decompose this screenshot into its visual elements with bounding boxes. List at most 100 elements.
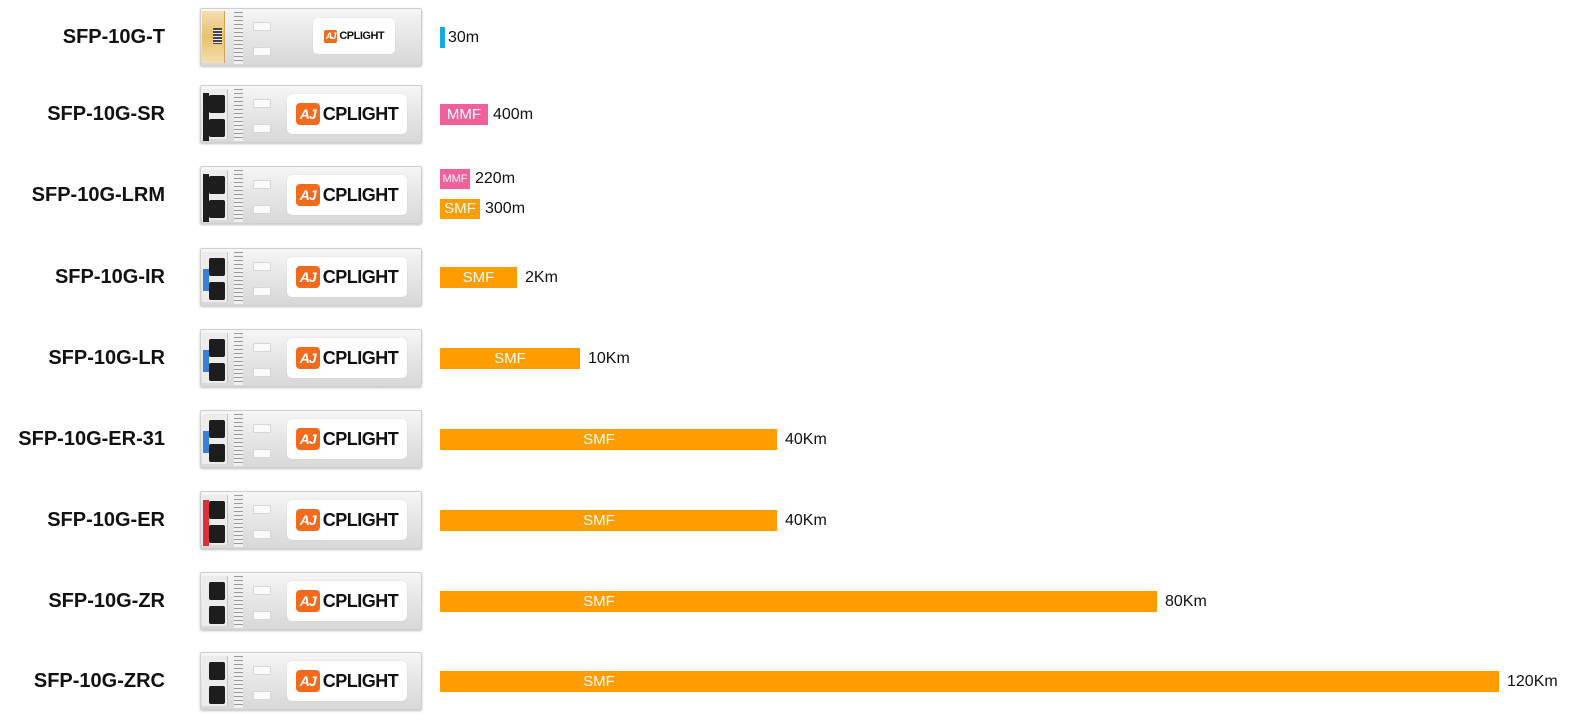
- vent-mark: [253, 124, 271, 133]
- distance-label: 80Km: [1165, 593, 1207, 610]
- brand-logo: AJ CPLIGHT: [287, 661, 407, 701]
- brand-logo: AJ CPLIGHT: [313, 18, 395, 54]
- brand-logo-text: CPLIGHT: [322, 670, 399, 691]
- reach-bar: SMF: [440, 671, 1499, 692]
- heatsink-fins: [234, 414, 243, 466]
- chart-row: SFP-10G-IR AJ CPLIGHT SMF 2Km: [0, 244, 1591, 310]
- transceiver-module-image: AJ CPLIGHT: [200, 572, 422, 630]
- chart-row: SFP-10G-ZR AJ CPLIGHT SMF 80Km: [0, 568, 1591, 634]
- chart-row: SFP-10G-ER-31 AJ CPLIGHT SMF 40Km: [0, 406, 1591, 472]
- brand-logo-mark: AJ: [295, 509, 320, 531]
- latch-icon: [203, 269, 209, 291]
- rj45-port-icon: [202, 11, 225, 63]
- model-label: SFP-10G-ZR: [48, 590, 165, 612]
- bar-medium-label: SMF: [494, 350, 526, 367]
- distance-label: 30m: [448, 29, 480, 46]
- distance-label: 120Km: [1507, 673, 1558, 690]
- brand-logo-text: CPLIGHT: [322, 590, 399, 611]
- lc-slot: [209, 662, 225, 680]
- model-label: SFP-10G-LRM: [31, 184, 165, 206]
- bar-medium-label: SMF: [444, 200, 476, 217]
- brand-logo-mark: AJ: [295, 266, 320, 288]
- brand-logo-mark: AJ: [323, 29, 338, 43]
- latch-icon: [203, 431, 209, 453]
- latch-icon: [203, 593, 209, 615]
- brand-logo-mark: AJ: [295, 670, 320, 692]
- lc-port-icon: [202, 495, 228, 546]
- lc-slot: [209, 176, 225, 194]
- reach-bar: SMF: [440, 348, 580, 369]
- brand-logo: AJ CPLIGHT: [287, 175, 407, 215]
- reach-bar: SMF: [440, 510, 777, 531]
- lc-port-icon: [202, 89, 228, 141]
- lc-slot: [209, 363, 225, 381]
- vent-mark: [253, 449, 271, 458]
- bar-medium-label: SMF: [583, 431, 615, 448]
- lc-port-icon: [202, 414, 228, 464]
- chart-row: SFP-10G-LR AJ CPLIGHT SMF 10Km: [0, 325, 1591, 391]
- brand-logo: AJ CPLIGHT: [287, 419, 407, 459]
- vent-mark: [253, 505, 271, 514]
- lc-slot: [209, 525, 225, 543]
- vent-mark: [253, 287, 271, 296]
- lc-slot: [209, 444, 225, 462]
- brand-logo-text: CPLIGHT: [322, 509, 399, 530]
- transceiver-module-image: AJ CPLIGHT: [200, 491, 422, 549]
- bar-medium-label: MMF: [442, 173, 468, 185]
- reach-bar: SMF: [440, 199, 480, 219]
- lc-slot: [209, 606, 225, 624]
- brand-logo-text: CPLIGHT: [322, 428, 399, 449]
- brand-logo-text: CPLIGHT: [322, 103, 399, 124]
- chart-row: SFP-10G-ZRC AJ CPLIGHT SMF 120Km: [0, 648, 1591, 714]
- transceiver-module-image: AJ CPLIGHT: [200, 329, 422, 387]
- lc-slot: [209, 282, 225, 300]
- chart-row: SFP-10G-LRM AJ CPLIGHT MMF 220m SMF 300m: [0, 162, 1591, 228]
- lc-slot: [209, 501, 225, 519]
- chart-row: SFP-10G-T AJ CPLIGHT 30m: [0, 4, 1591, 70]
- vent-mark: [253, 424, 271, 433]
- brand-logo: AJ CPLIGHT: [287, 581, 407, 621]
- model-label: SFP-10G-IR: [54, 266, 165, 288]
- lc-port-icon: [202, 576, 228, 626]
- lc-slot: [209, 258, 225, 276]
- heatsink-fins: [234, 12, 243, 64]
- transceiver-module-image: AJ CPLIGHT: [200, 8, 422, 66]
- model-label: SFP-10G-SR: [47, 103, 165, 125]
- transceiver-module-image: AJ CPLIGHT: [200, 248, 422, 306]
- lc-port-icon: [202, 252, 228, 302]
- distance-label: 300m: [485, 200, 526, 217]
- lc-port-icon: [202, 333, 228, 383]
- lc-slot: [209, 119, 225, 137]
- distance-label: 10Km: [588, 350, 630, 367]
- latch-icon: [203, 673, 209, 695]
- model-label: SFP-10G-ER-31: [18, 428, 165, 450]
- bar-medium-label: SMF: [583, 512, 615, 529]
- reach-bar: SMF: [440, 429, 777, 450]
- brand-logo-mark: AJ: [295, 428, 320, 450]
- bar-medium-label: MMF: [446, 106, 482, 123]
- heatsink-fins: [234, 656, 243, 708]
- vent-mark: [253, 180, 271, 189]
- lc-slot: [209, 339, 225, 357]
- heatsink-fins: [234, 170, 243, 222]
- distance-label: 40Km: [785, 431, 827, 448]
- brand-logo-text: CPLIGHT: [339, 30, 385, 42]
- vent-mark: [253, 262, 271, 271]
- vent-mark: [253, 611, 271, 620]
- model-label: SFP-10G-ZRC: [33, 670, 165, 692]
- lc-slot: [209, 200, 225, 218]
- transceiver-module-image: AJ CPLIGHT: [200, 166, 422, 224]
- model-label: SFP-10G-ER: [47, 509, 165, 531]
- distance-label: 220m: [475, 170, 516, 187]
- heatsink-fins: [234, 495, 243, 547]
- brand-logo-text: CPLIGHT: [322, 266, 399, 287]
- brand-logo: AJ CPLIGHT: [287, 257, 407, 297]
- bar-medium-label: SMF: [583, 673, 615, 690]
- vent-mark: [253, 691, 271, 700]
- lc-port-icon: [202, 656, 228, 706]
- brand-logo-mark: AJ: [295, 184, 320, 206]
- lc-slot: [209, 420, 225, 438]
- latch-icon: [203, 350, 209, 372]
- bar-medium-label: SMF: [462, 269, 495, 286]
